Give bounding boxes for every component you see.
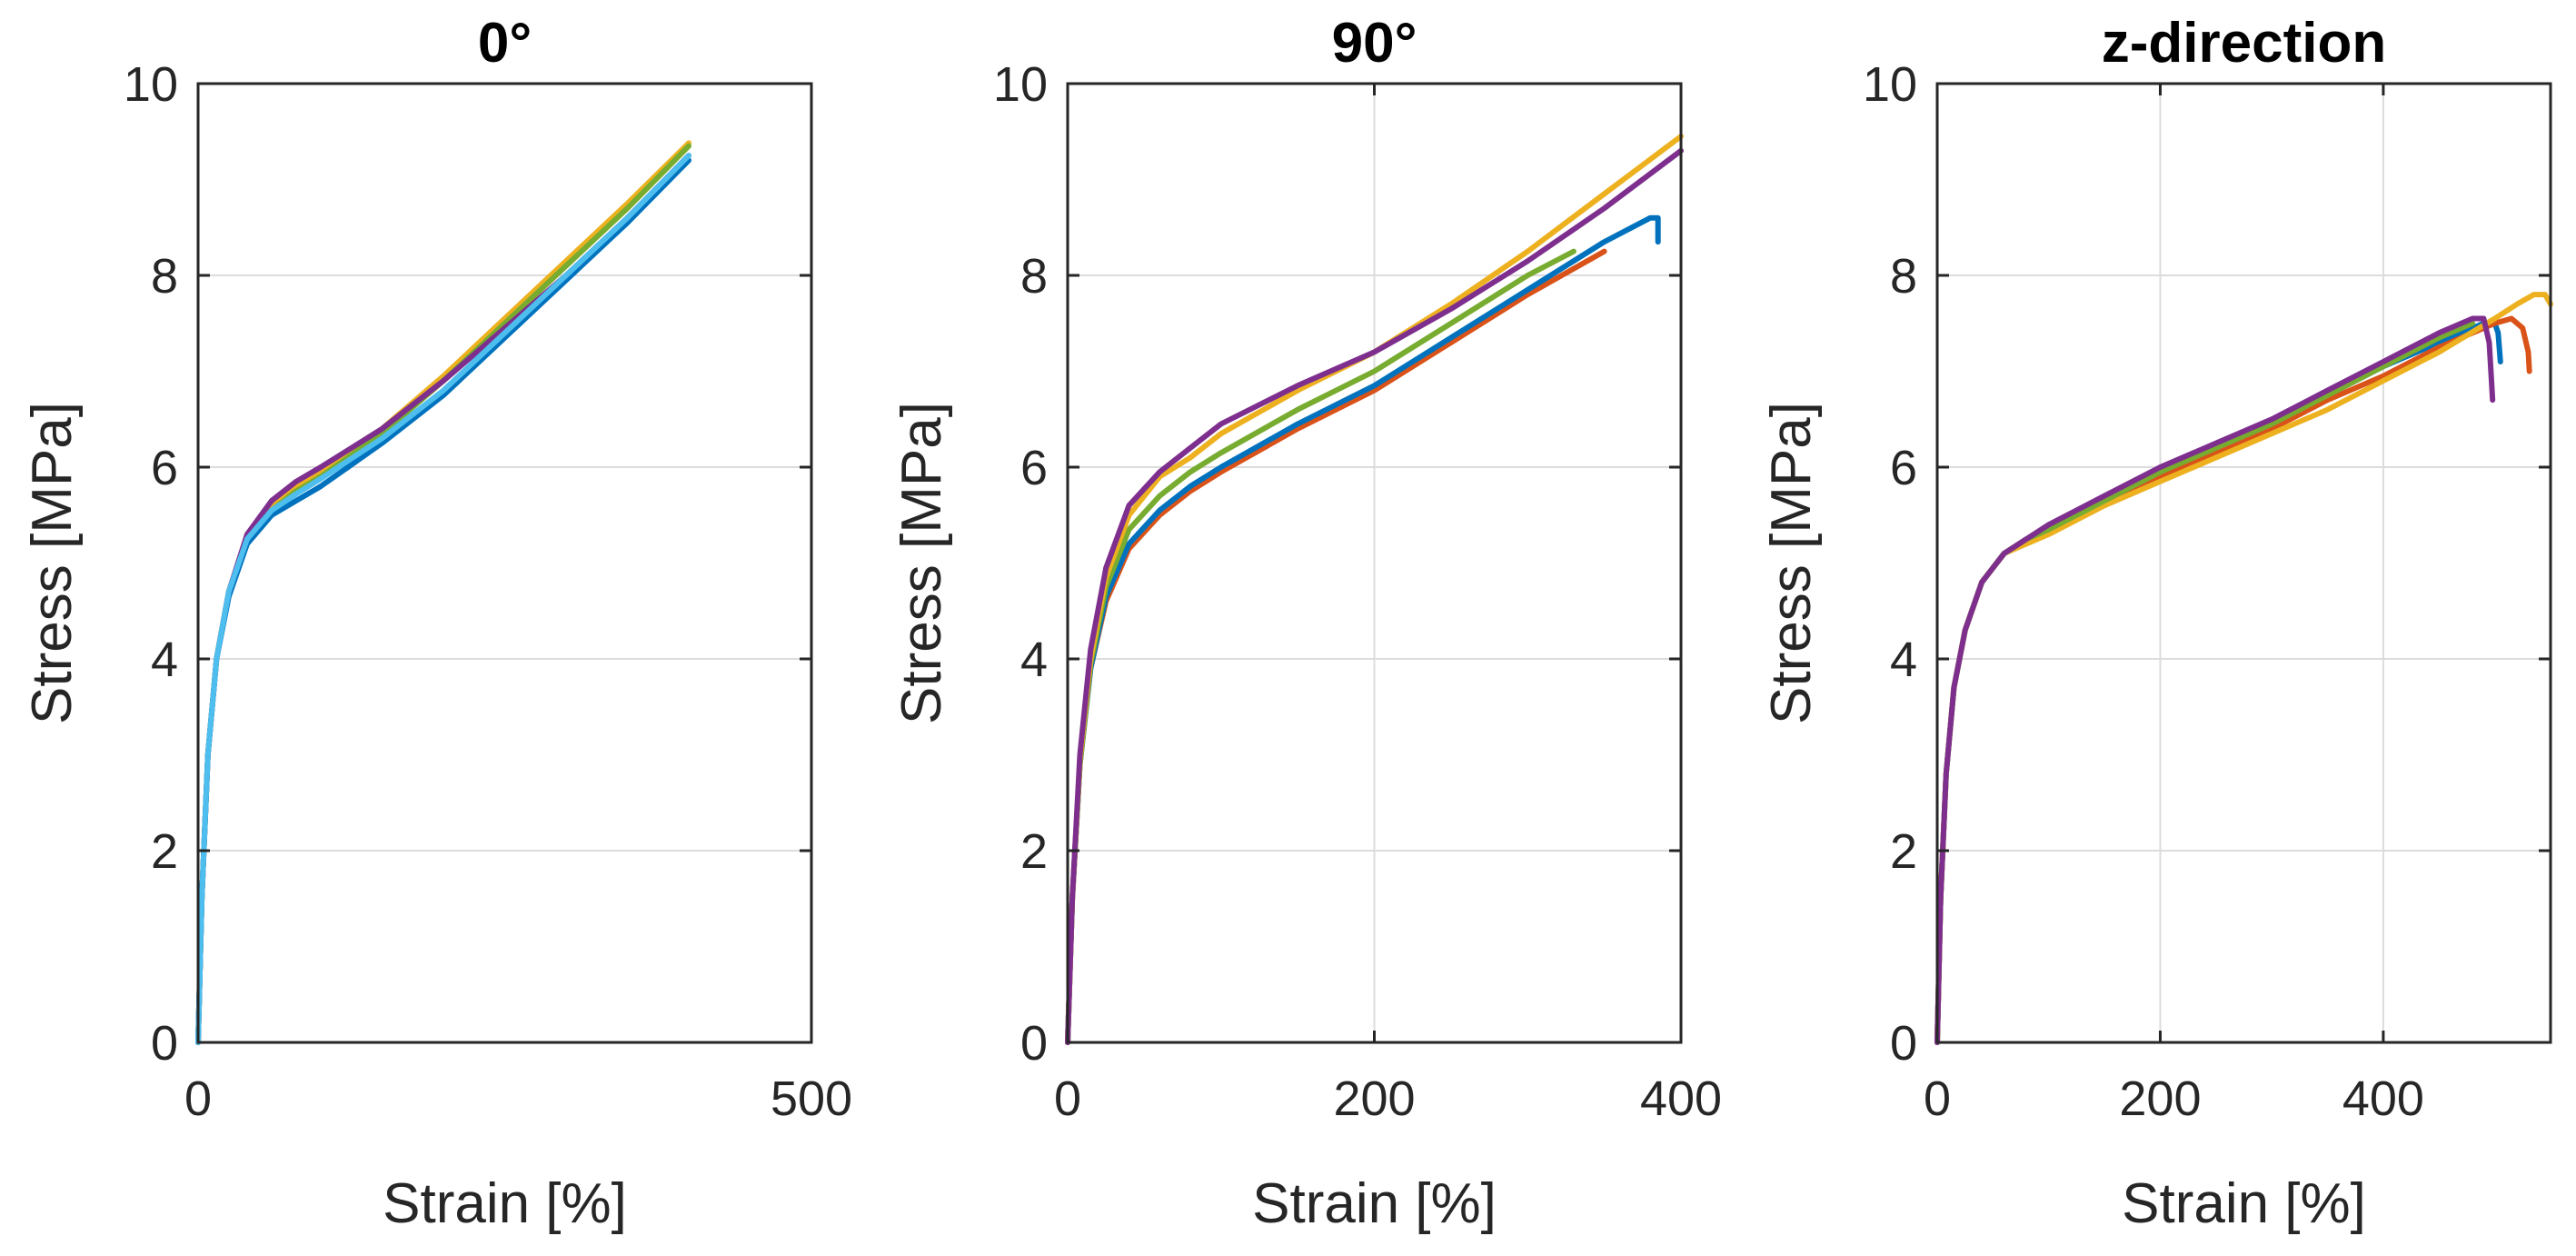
series-line-z-direction-3 (1934, 292, 2553, 1045)
y-tick-label: 4 (1890, 633, 1917, 687)
y-tick-label: 6 (151, 441, 178, 495)
y-tick-label: 10 (993, 57, 1048, 112)
panel-title-z-direction: z-direction (2102, 12, 2386, 75)
y-tick-label: 6 (1020, 441, 1048, 495)
x-tick-label: 400 (2342, 1072, 2424, 1126)
chart-panel-0deg: 0° Stress [MPa] Strain [%] 0 2 4 6 8 10 0 500 (21, 12, 852, 1235)
series-line-90deg-3 (1065, 248, 1576, 1045)
y-tick-label: 2 (1890, 824, 1917, 879)
grid-z-direction (1937, 84, 2551, 1042)
panel-title-90deg: 90° (1332, 12, 1417, 75)
x-tick-label: 0 (1924, 1072, 1951, 1126)
grid-0deg (198, 274, 811, 852)
y-tick-label: 10 (124, 57, 178, 112)
chart-panel-90deg: 90° Stress [MPa] Strain [%] 0 2 4 6 8 10 0 200 4… (890, 12, 1722, 1235)
x-tick-label: 200 (2119, 1072, 2201, 1126)
y-tick-label: 8 (1020, 249, 1048, 304)
y-tick-label: 0 (1020, 1016, 1048, 1071)
series-line-z-direction-4 (1934, 320, 2476, 1045)
x-tick-label: 0 (1054, 1072, 1081, 1126)
y-tick-label: 8 (151, 249, 178, 304)
y-tick-label: 10 (1863, 57, 1917, 112)
x-tick-label: 500 (771, 1072, 852, 1126)
x-axis-label-90deg: Strain [%] (1252, 1172, 1497, 1235)
series-line-90deg-2 (1065, 214, 1661, 1045)
y-tick-label: 6 (1890, 441, 1917, 495)
y-axis-label-z-direction: Stress [MPa] (1760, 402, 1823, 724)
y-tick-label: 2 (1020, 824, 1048, 879)
y-tick-label: 0 (1890, 1016, 1917, 1071)
y-tick-label: 4 (151, 633, 178, 687)
y-axis-label-90deg: Stress [MPa] (890, 402, 953, 724)
x-axis-label-z-direction: Strain [%] (2122, 1172, 2366, 1235)
series-line-0deg-3 (195, 153, 691, 1045)
series-line-0deg-4 (195, 157, 691, 1045)
series-line-0deg-2 (195, 143, 691, 1045)
grid-90deg (1068, 84, 1681, 1042)
series-line-z-direction-2 (1934, 315, 2532, 1045)
y-axis-label-0deg: Stress [MPa] (21, 402, 84, 724)
series-line-0deg-1 (195, 140, 691, 1045)
panel-title-0deg: 0° (478, 12, 532, 75)
axes-frame-0deg (196, 82, 813, 1044)
y-tick-label: 8 (1890, 249, 1917, 304)
y-tick-label: 2 (151, 824, 178, 879)
y-tick-label: 4 (1020, 633, 1048, 687)
chart-panel-z-direction: z-direction Stress [MPa] Strain [%] 0 2 4 6… (1760, 12, 2553, 1235)
x-tick-label: 400 (1640, 1072, 1722, 1126)
x-tick-label: 0 (184, 1072, 212, 1126)
x-axis-label-0deg: Strain [%] (383, 1172, 627, 1235)
y-tick-label: 0 (151, 1016, 178, 1071)
series-line-z-direction-1 (1934, 320, 2503, 1045)
x-tick-label: 200 (1333, 1072, 1415, 1126)
series-line-z-direction-5 (1934, 315, 2496, 1045)
axes-frame-z-direction (1935, 82, 2552, 1044)
series-line-90deg-5 (1065, 147, 1684, 1045)
series-line-0deg-5 (195, 153, 691, 1045)
